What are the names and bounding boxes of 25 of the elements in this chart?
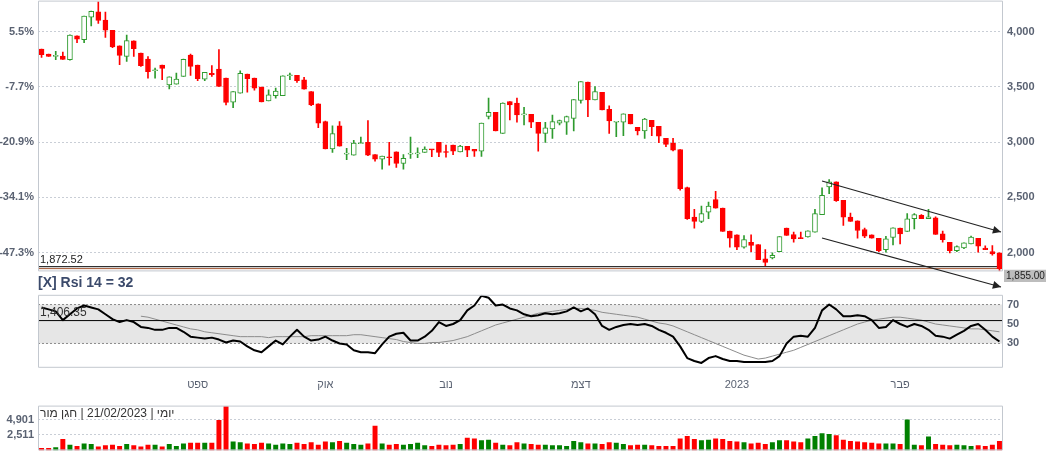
y-tick-label: 3,500 bbox=[1007, 79, 1035, 92]
y-tick-label: 2,500 bbox=[1007, 190, 1035, 203]
ref-line-label: 1,872.52 bbox=[40, 253, 83, 266]
annotation: יומי | 21/02/2023 | חגן מור bbox=[40, 405, 175, 420]
x-tick-label: נוב bbox=[439, 378, 453, 391]
chart-title: [X] Rsi 14 = 32 bbox=[38, 274, 134, 291]
y-tick-label: 2,511 bbox=[7, 427, 34, 440]
x-tick-label: אוק bbox=[317, 378, 334, 391]
y-tick-label: 3,000 bbox=[1007, 135, 1035, 148]
y-tick-label: 4,000 bbox=[1007, 24, 1035, 37]
y2-tick-label: -7.7% bbox=[5, 79, 35, 92]
x-tick-label: דצמ bbox=[570, 378, 591, 391]
ref-line-label: 1,855.00 bbox=[1006, 270, 1046, 282]
y-tick-label: 70 bbox=[1007, 297, 1020, 310]
x-tick-label: ספט bbox=[187, 378, 209, 391]
y-tick-label: 2,000 bbox=[1007, 245, 1035, 258]
x-tick-label: 2023 bbox=[724, 378, 750, 391]
y2-tick-label: -20.9% bbox=[0, 135, 35, 148]
y2-tick-label: 5.5% bbox=[8, 24, 35, 37]
y-tick-label: 50 bbox=[1007, 317, 1020, 330]
y2-tick-label: -34.1% bbox=[0, 190, 35, 203]
y-tick-label: 30 bbox=[1007, 336, 1020, 349]
y-tick-label: 4,901 bbox=[6, 412, 34, 425]
y2-tick-label: -47.3% bbox=[0, 245, 35, 258]
x-tick-label: פבר bbox=[890, 378, 910, 391]
